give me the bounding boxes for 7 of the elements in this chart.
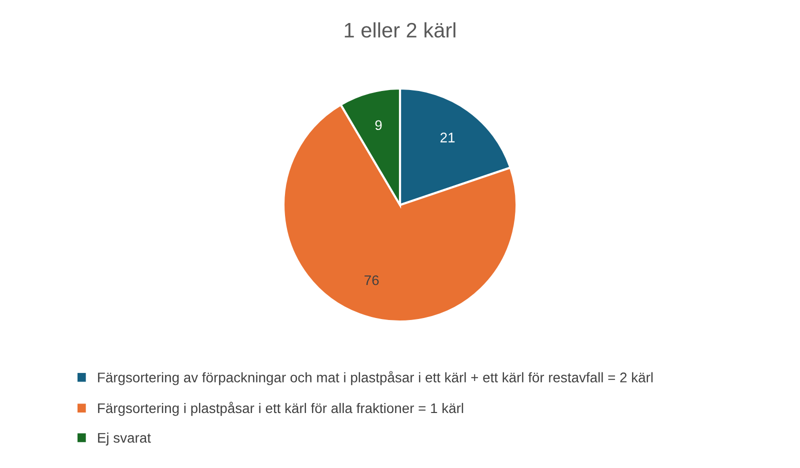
chart-title: 1 eller 2 kärl <box>344 22 456 38</box>
data-label: 9 <box>375 120 382 130</box>
legend-label: Ej svarat <box>98 432 151 446</box>
legend-label: Färgsortering i plastpåsar i ett kärl för alla fraktioner = 1 kärl <box>98 402 464 416</box>
data-label: 76 <box>364 275 379 286</box>
legend-label: Färgsortering av förpackningar och mat i plastpåsar i ett kärl + ett kärl för restavfall = 2 kärl <box>98 371 653 386</box>
data-label: 21 <box>440 132 455 142</box>
